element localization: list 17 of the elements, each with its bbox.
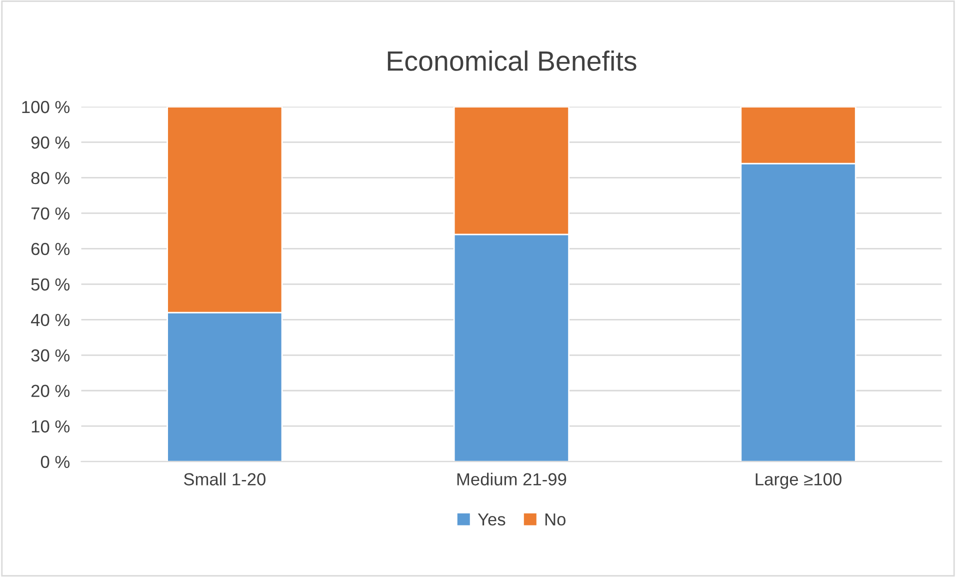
y-tick-label: 0 % bbox=[40, 456, 70, 468]
x-tick-label: Large ≥100 bbox=[756, 473, 842, 489]
y-tick-label: 70 % bbox=[31, 207, 70, 220]
legend-label: Yes bbox=[478, 513, 506, 526]
y-tick-label: 100 % bbox=[22, 100, 70, 114]
y-tick-label: 50 % bbox=[31, 278, 70, 291]
y-tick-label: 90 % bbox=[31, 136, 70, 149]
y-tick-label: 20 % bbox=[31, 384, 70, 398]
legend-label: No bbox=[545, 513, 566, 526]
x-tick-label: Medium 21-99 bbox=[457, 472, 566, 486]
y-tick-label: 60 % bbox=[31, 242, 70, 256]
y-tick-label: 10 % bbox=[32, 420, 70, 433]
y-tick-label: 80 % bbox=[31, 172, 70, 184]
y-tick-label: 30 % bbox=[31, 349, 70, 362]
y-tick-label: 40 % bbox=[30, 314, 70, 326]
chart-title: Economical Benefits bbox=[388, 50, 636, 71]
x-tick-label: Small 1-20 bbox=[184, 472, 266, 486]
